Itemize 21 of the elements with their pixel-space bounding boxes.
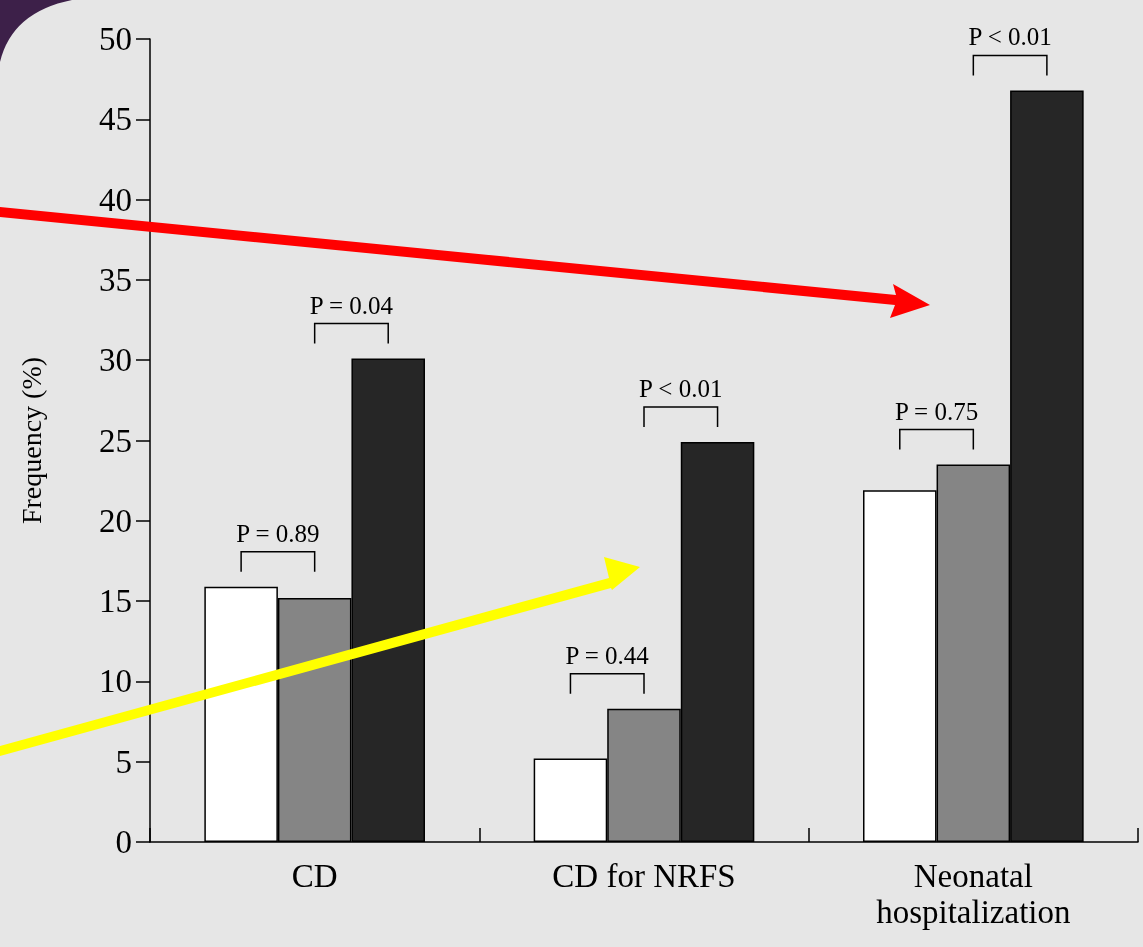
annotation: P = 0.44 <box>565 641 650 669</box>
y-tick-label: 50 <box>99 21 132 57</box>
y-tick-label: 20 <box>99 502 132 539</box>
annotation: P = 0.89 <box>236 519 320 547</box>
annotation: P = 0.04 <box>309 291 394 319</box>
y-tick-label: 0 <box>115 824 132 860</box>
x-tick-label: CD <box>291 858 338 894</box>
x-tick-label: Neonatal hospitalization <box>876 858 1071 930</box>
annotation: P < 0.01 <box>968 23 1052 51</box>
y-tick-label: 35 <box>99 261 132 298</box>
x-tick-label: CD for NRFS <box>552 858 736 894</box>
annotation: P < 0.01 <box>639 375 723 403</box>
y-tick-label: 5 <box>115 743 132 780</box>
annotation: P = 0.75 <box>894 397 979 425</box>
y-tick-label: 40 <box>99 181 132 218</box>
y-tick-label: 45 <box>99 101 132 138</box>
y-axis-title: Frequency (%) <box>15 356 47 525</box>
y-tick-label: 30 <box>99 342 132 379</box>
y-tick-label: 10 <box>99 663 132 700</box>
y-tick-label: 25 <box>99 422 132 459</box>
y-tick-label: 15 <box>99 583 132 620</box>
